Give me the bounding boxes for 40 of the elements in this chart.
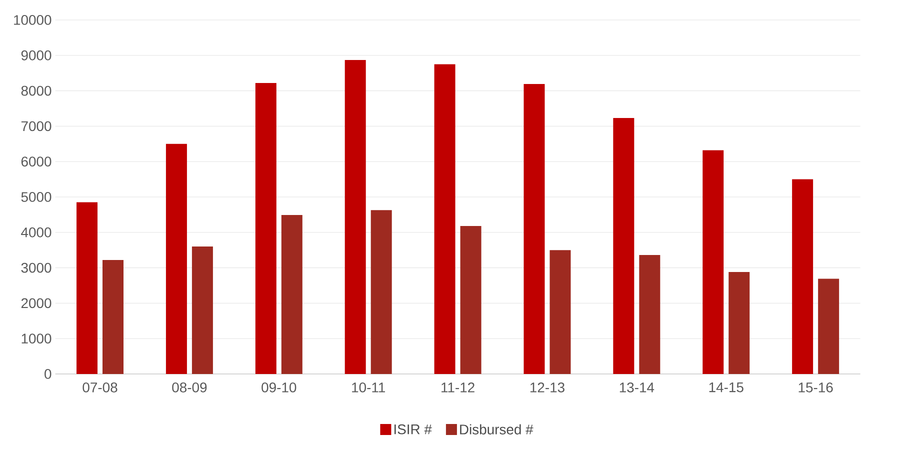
bar	[192, 246, 213, 374]
bar	[255, 83, 276, 374]
y-tick-label: 5000	[21, 192, 52, 202]
x-tick-label: 10-11	[352, 382, 385, 392]
bar	[344, 60, 366, 374]
legend-label: ISIR #	[394, 424, 432, 434]
x-tick-label: 15-16	[798, 382, 833, 392]
bar	[702, 150, 724, 374]
y-tick-label: 0	[44, 369, 52, 379]
y-tick-label: 3000	[21, 262, 52, 273]
y-tick-label: 8000	[21, 86, 52, 96]
bar	[818, 278, 840, 374]
bar	[613, 118, 634, 374]
y-tick-label: 4000	[21, 227, 52, 238]
legend-label: Disbursed #	[460, 424, 534, 434]
x-tick-label: 12-13	[530, 382, 564, 392]
x-tick-label: 08-09	[172, 382, 207, 392]
y-tick-label: 2000	[21, 298, 52, 308]
bar	[460, 226, 482, 374]
x-tick-label: 11-12	[442, 382, 474, 392]
y-tick-label: 7000	[21, 121, 52, 132]
bar	[792, 179, 814, 374]
y-tick-label: 10000	[14, 15, 52, 25]
bar	[550, 250, 571, 374]
bar	[370, 210, 392, 374]
x-tick-label: 09-10	[262, 382, 296, 392]
y-tick-label: 9000	[21, 50, 52, 60]
y-tick-label: 1000	[22, 334, 52, 344]
bar	[524, 84, 545, 374]
bar	[166, 144, 187, 374]
x-tick-label: 07-08	[82, 382, 118, 392]
bar	[281, 215, 302, 374]
x-tick-label: 13-14	[620, 382, 654, 392]
bar	[76, 202, 98, 374]
bar	[728, 272, 750, 374]
bar	[434, 64, 456, 374]
bar	[102, 260, 124, 374]
x-tick-label: 14-15	[709, 382, 744, 392]
y-tick-label: 6000	[21, 156, 52, 167]
bar	[639, 255, 660, 374]
